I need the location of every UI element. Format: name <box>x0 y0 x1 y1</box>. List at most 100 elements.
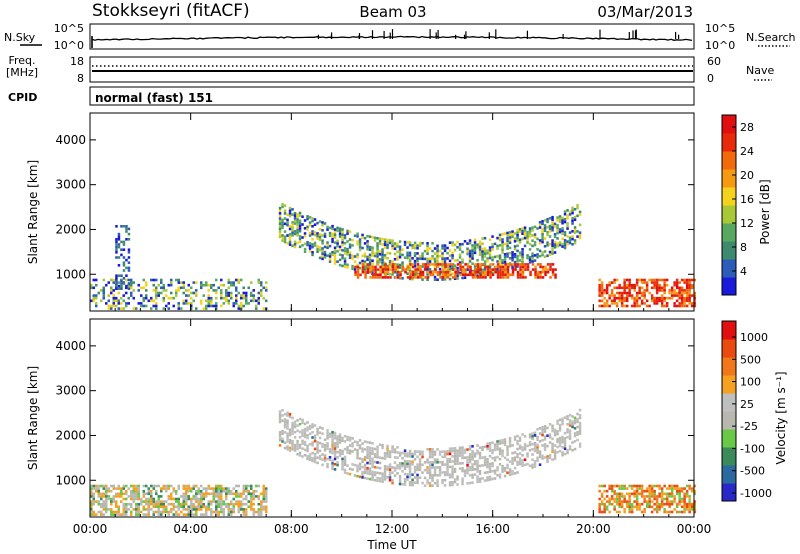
echo-cell <box>353 260 357 263</box>
echo-cell <box>431 242 434 245</box>
echo-cell <box>102 487 105 490</box>
echo-cell <box>278 206 282 210</box>
echo-cell <box>563 218 567 221</box>
echo-cell <box>496 440 499 443</box>
echo-cell <box>501 439 504 442</box>
echo-cell <box>528 255 532 259</box>
echo-cell <box>215 289 218 292</box>
echo-cell <box>115 492 118 496</box>
echo-cell <box>508 442 512 445</box>
echo-cell <box>127 287 131 290</box>
echo-cell <box>252 508 255 511</box>
echo-cell <box>303 227 307 230</box>
echo-cell <box>630 304 634 308</box>
echo-cell <box>346 263 349 267</box>
echo-cell <box>247 286 250 290</box>
echo-cell <box>122 240 126 244</box>
echo-cell <box>411 265 415 269</box>
echo-cell <box>419 276 422 279</box>
echo-cell <box>673 508 676 511</box>
echo-cell <box>318 228 322 231</box>
echo-cell <box>521 229 524 233</box>
echo-cell <box>207 302 210 305</box>
echo-cell <box>152 500 155 503</box>
echo-cell <box>235 286 238 290</box>
echo-cell <box>468 481 472 485</box>
echo-cell <box>298 446 302 449</box>
echo-cell <box>361 268 365 271</box>
echo-cell <box>120 513 123 516</box>
echo-cell <box>376 237 379 240</box>
echo-cell <box>112 513 115 516</box>
echo-cell <box>511 462 514 465</box>
echo-cell <box>351 257 354 260</box>
echo-cell <box>518 460 522 463</box>
echo-cell <box>401 268 405 271</box>
echo-cell <box>333 230 337 234</box>
echo-cell <box>162 487 165 490</box>
echo-cell <box>538 221 542 224</box>
echo-cell <box>648 505 651 509</box>
echo-cell <box>122 264 126 267</box>
echo-cell <box>568 437 572 440</box>
echo-cell <box>250 497 253 501</box>
echo-cell <box>513 260 517 264</box>
echo-cell <box>378 253 382 256</box>
echo-cell <box>638 487 641 490</box>
echo-cell <box>262 500 265 503</box>
echo-cell <box>504 265 507 269</box>
echo-cell <box>170 291 173 295</box>
echo-cell <box>436 458 439 461</box>
echo-cell <box>655 291 659 295</box>
echo-cell <box>356 448 359 452</box>
echo-cell <box>625 505 629 509</box>
echo-cell <box>448 270 452 273</box>
echo-cell <box>331 237 334 241</box>
echo-cell <box>643 281 646 284</box>
echo-cell <box>451 447 454 450</box>
echo-cell <box>217 500 220 503</box>
echo-cell <box>102 484 105 488</box>
echo-cell <box>110 278 113 282</box>
echo-cell <box>336 242 339 245</box>
echo-cell <box>441 268 445 271</box>
echo-cell <box>262 286 265 290</box>
echo-cell <box>511 470 514 473</box>
echo-cell <box>630 296 634 300</box>
echo-cell <box>378 258 382 261</box>
echo-cell <box>568 210 572 214</box>
echo-cell <box>316 430 319 433</box>
echo-cell <box>165 484 168 488</box>
echo-cell <box>503 242 507 246</box>
echo-cell <box>95 296 98 300</box>
echo-cell <box>90 286 93 290</box>
echo-cell <box>107 508 110 511</box>
echo-cell <box>483 255 487 258</box>
echo-cell <box>428 481 432 485</box>
echo-cell <box>598 484 601 488</box>
echo-cell <box>205 495 208 498</box>
echo-cell <box>399 276 402 279</box>
echo-cell <box>536 438 539 441</box>
echo-cell <box>150 484 153 488</box>
echo-cell <box>105 487 108 490</box>
echo-cell <box>615 302 619 305</box>
echo-cell <box>448 473 452 476</box>
echo-cell <box>348 238 352 241</box>
echo-cell <box>366 461 369 465</box>
echo-cell <box>514 265 517 269</box>
echo-cell <box>117 287 121 290</box>
echo-cell <box>135 502 138 506</box>
echo-cell <box>306 215 309 218</box>
echo-cell <box>494 268 497 271</box>
echo-cell <box>441 471 444 474</box>
echo-cell <box>635 489 639 493</box>
echo-cell <box>678 492 681 496</box>
echo-cell <box>155 489 158 493</box>
echo-cell <box>167 513 170 516</box>
echo-cell <box>328 450 332 454</box>
echo-cell <box>125 302 128 305</box>
echo-cell <box>441 481 444 485</box>
echo-cell <box>473 251 477 255</box>
echo-cell <box>235 500 238 503</box>
